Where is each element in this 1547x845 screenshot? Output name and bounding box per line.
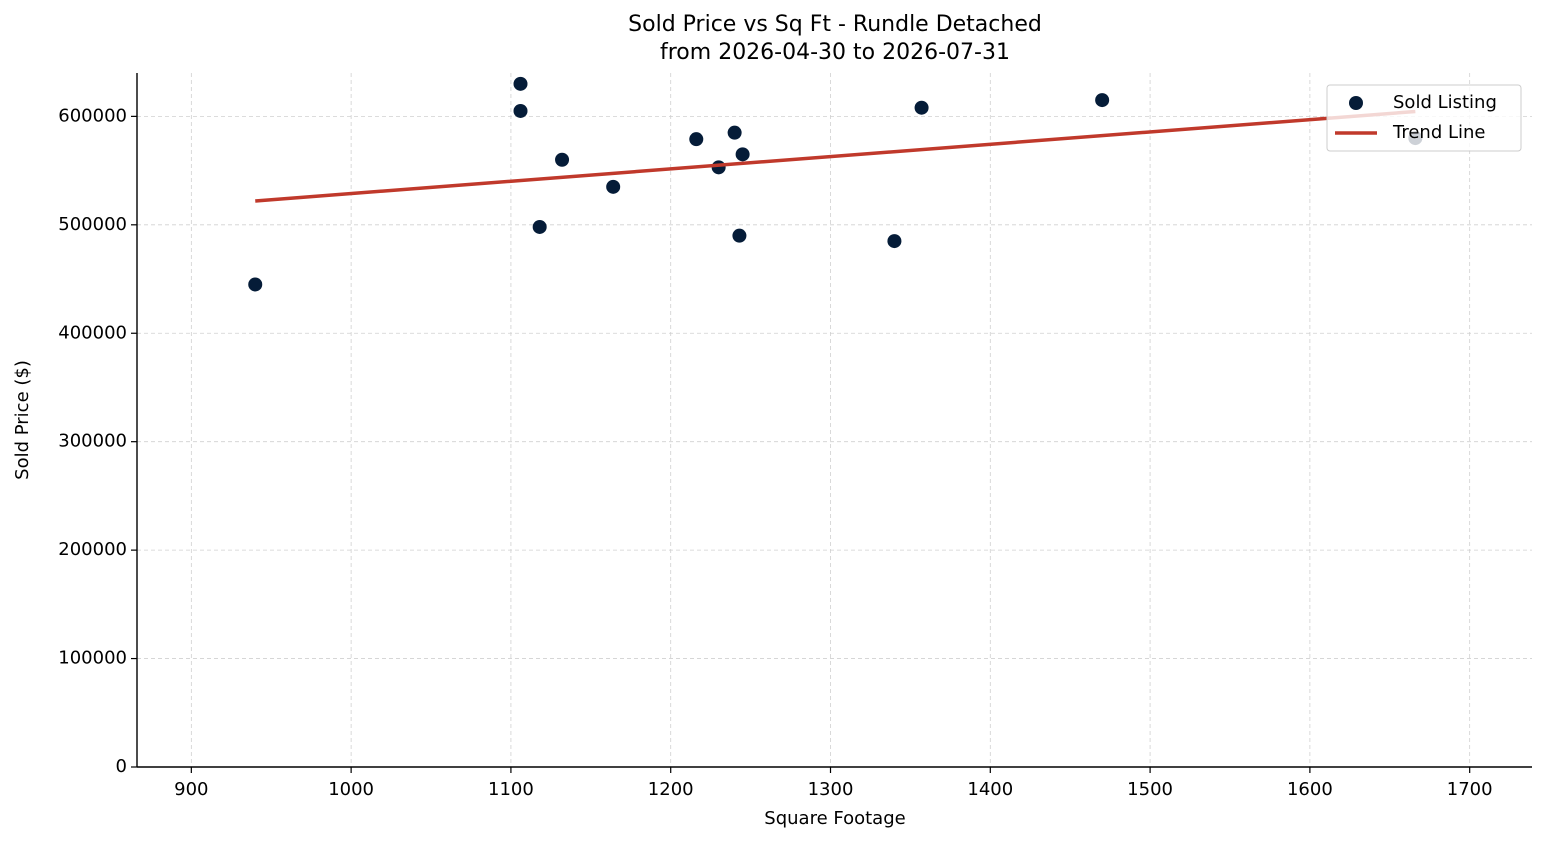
x-tick-label: 1000 (328, 779, 374, 800)
legend-marker (1349, 96, 1363, 110)
y-tick-label: 500000 (58, 214, 127, 235)
point (732, 228, 747, 243)
point (513, 76, 528, 91)
point (727, 125, 742, 140)
point (1095, 93, 1110, 108)
point (689, 132, 704, 147)
x-tick-label: 1500 (1127, 779, 1173, 800)
x-axis-label: Square Footage (764, 808, 905, 829)
point (513, 103, 528, 118)
y-tick-label: 300000 (58, 431, 127, 452)
y-tick-label: 0 (116, 756, 127, 777)
point (606, 179, 621, 194)
y-tick-label: 200000 (58, 539, 127, 560)
x-tick-label: 1600 (1287, 779, 1333, 800)
legend-label: Sold Listing (1393, 92, 1497, 113)
chart-title: Sold Price vs Sq Ft - Rundle Detached (628, 12, 1042, 37)
y-tick-label: 100000 (58, 648, 127, 669)
point (735, 147, 750, 162)
point (887, 234, 902, 249)
grid (137, 73, 1532, 768)
point (914, 100, 929, 115)
y-tick-label: 400000 (58, 322, 127, 343)
point (555, 152, 570, 167)
x-tick-label: 1700 (1447, 779, 1493, 800)
x-tick-label: 1300 (808, 779, 854, 800)
x-tick-label: 1400 (967, 779, 1013, 800)
point (532, 219, 547, 234)
y-tick-label: 600000 (58, 105, 127, 126)
x-tick-label: 900 (174, 779, 208, 800)
point (248, 277, 263, 292)
y-axis-label: Sold Price ($) (12, 360, 33, 480)
legend-label: Trend Line (1392, 122, 1486, 143)
x-tick-label: 1200 (648, 779, 694, 800)
chart-subtitle: from 2026-04-30 to 2026-07-31 (660, 40, 1010, 65)
trend-line (255, 109, 1416, 203)
x-tick-label: 1100 (488, 779, 534, 800)
